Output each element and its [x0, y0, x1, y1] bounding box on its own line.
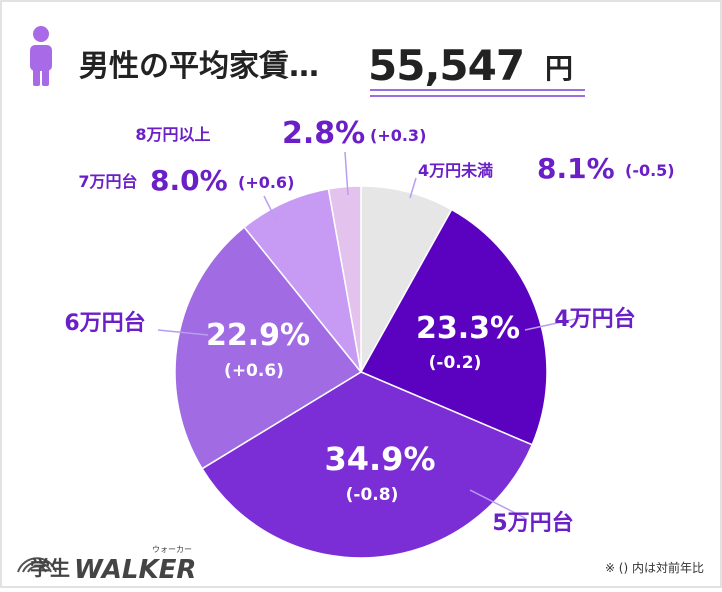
slice-change-label: (+0.6): [224, 361, 284, 381]
pie-slice-5: [243, 188, 362, 373]
footnote: ※ () 内は対前年比: [605, 560, 704, 575]
male-person-icon: [30, 26, 52, 86]
slice-change-label: (-0.8): [346, 485, 399, 505]
leader-line-1: [409, 177, 417, 199]
slice-change-label: (-0.2): [429, 353, 482, 373]
gakusei-walker-logo: 学生 WALKER ウォーカー: [17, 545, 196, 585]
header-amount: 55,547: [368, 41, 524, 90]
slice-category-label: 4万円台: [554, 306, 635, 332]
slice-percent-label: 34.9%: [324, 440, 435, 478]
slice-percent-label: 8.1%: [537, 152, 615, 185]
slice-change-label: (-0.5): [625, 161, 675, 180]
pie-slice-1: [360, 185, 453, 375]
slice-change-label: (+0.3): [370, 126, 426, 145]
slice-category-label: 6万円台: [64, 310, 145, 336]
pie-slices: [174, 185, 548, 559]
logo-prefix: 学生: [30, 556, 70, 580]
header-unit: 円: [545, 52, 573, 85]
slice-labels: 4万円未満 8.1% (-0.5) 23.3% (-0.2) 4万円台 34.9% (-0.8…: [64, 116, 674, 536]
logo-name: WALKER: [74, 555, 196, 585]
slice-category-label: 8万円以上: [135, 125, 210, 144]
logo-mark-icon: [17, 557, 57, 573]
leader-line-2: [524, 317, 581, 331]
slice-category-label: 4万円未満: [418, 161, 493, 180]
pie-slice-2: [359, 208, 548, 446]
leader-lines: [157, 151, 581, 519]
leader-line-5: [263, 195, 277, 221]
leader-line-6: [344, 151, 349, 196]
pie-slice-6: [327, 185, 362, 373]
pie-slice-4: [174, 226, 363, 470]
slice-percent-label: 23.3%: [416, 311, 520, 346]
slice-change-label: (+0.6): [238, 173, 294, 192]
slice-category-label: 5万円台: [492, 510, 573, 536]
slice-percent-label: 8.0%: [150, 164, 228, 197]
slice-percent-label: 2.8%: [282, 116, 365, 151]
leader-line-3: [469, 489, 526, 519]
leader-line-4: [157, 329, 209, 336]
slice-percent-label: 22.9%: [206, 318, 310, 353]
header-title: 男性の平均家賃…: [79, 49, 319, 84]
logo-ruby: ウォーカー: [152, 545, 192, 554]
slice-category-label: 7万円台: [78, 172, 137, 191]
